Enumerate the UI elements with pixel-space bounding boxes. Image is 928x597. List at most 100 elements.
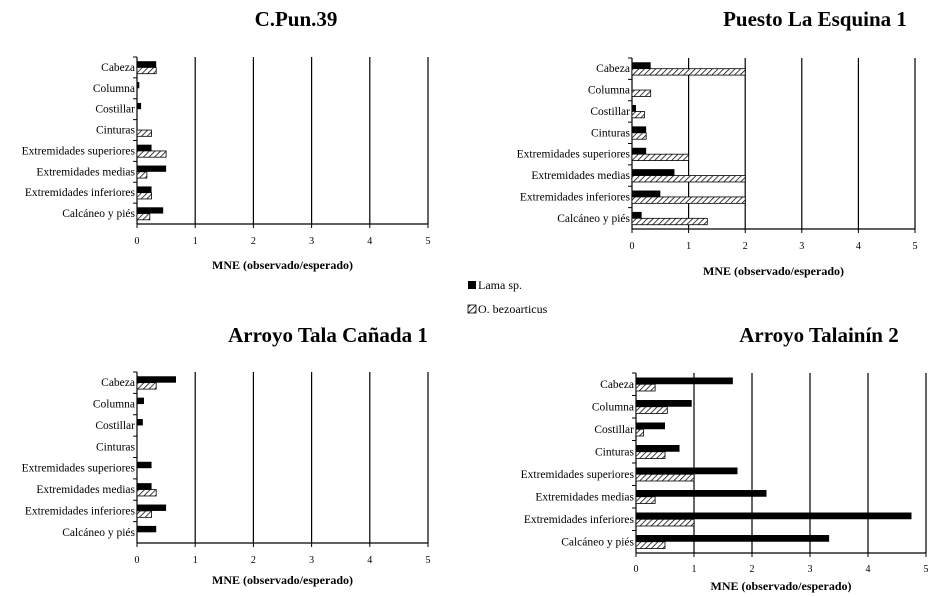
- bar-ozotoceros: [635, 541, 666, 549]
- x-tick-label: 3: [808, 564, 813, 575]
- chart-panel-4: Arroyo Talainín 2 0 1 2 3 4 5 Cabeza Columna Cost…: [521, 323, 928, 593]
- x-tick-label: 0: [630, 241, 635, 252]
- category-label: Cabeza: [101, 377, 135, 389]
- category-label: Cinturas: [595, 446, 634, 458]
- x-tick-label: 5: [924, 564, 928, 575]
- x-tick-label: 4: [367, 555, 372, 566]
- bar-ozotoceros: [136, 150, 167, 158]
- category-label: Cinturas: [591, 127, 630, 139]
- category-label: Extremidades superiores: [22, 145, 136, 157]
- category-label: Calcáneo y piés: [557, 213, 630, 225]
- x-tick-label: 1: [193, 555, 198, 566]
- x-tick-label: 3: [309, 555, 314, 566]
- bar-lama: [632, 62, 651, 69]
- bar-lama: [632, 147, 647, 155]
- bar-lama: [137, 186, 152, 193]
- bar-ozotoceros: [136, 510, 152, 518]
- category-label: Cabeza: [600, 379, 634, 391]
- x-tick-label: 5: [426, 555, 431, 566]
- x-tick-label: 0: [634, 564, 639, 575]
- category-label: Costillar: [590, 106, 630, 118]
- bar-ozotoceros: [631, 196, 746, 204]
- category-label: Extremidades inferiores: [524, 514, 635, 526]
- category-label: Costillar: [95, 420, 135, 432]
- bar-lama: [636, 445, 680, 452]
- bar-lama: [137, 165, 167, 172]
- bar-lama: [632, 126, 647, 133]
- x-tick-label: 3: [799, 241, 804, 252]
- legend-label-lama: Lama sp.: [478, 278, 522, 292]
- category-label: Cabeza: [101, 62, 135, 74]
- category-label: Columna: [93, 83, 135, 95]
- bar-lama: [636, 535, 830, 542]
- x-tick-label: 4: [856, 241, 861, 252]
- category-label: Extremidades superiores: [22, 463, 136, 475]
- bar-ozotoceros: [631, 68, 746, 76]
- bar-ozotoceros: [635, 518, 695, 527]
- category-label: Columna: [592, 401, 634, 413]
- bar-lama: [636, 377, 733, 385]
- bar-ozotoceros: [136, 382, 157, 390]
- category-label: Cabeza: [596, 63, 630, 75]
- legend-label-ozotoceros: O. bezoarticus: [478, 302, 548, 316]
- bar-lama: [137, 207, 164, 214]
- x-tick-label: 0: [135, 236, 140, 247]
- bar-lama: [137, 525, 157, 533]
- x-tick-label: 1: [692, 564, 697, 575]
- category-label: Calcáneo y piés: [62, 527, 135, 539]
- bar-ozotoceros: [136, 192, 152, 200]
- bar-lama: [137, 102, 142, 110]
- x-tick-label: 1: [193, 236, 198, 247]
- category-label: Extremidades medias: [36, 166, 135, 178]
- bar-lama: [137, 144, 152, 151]
- bar-ozotoceros: [635, 428, 644, 437]
- category-label: Cinturas: [96, 441, 135, 453]
- bar-lama: [636, 490, 767, 497]
- category-label: Costillar: [95, 104, 135, 116]
- bar-ozotoceros: [635, 451, 666, 459]
- bar-ozotoceros: [631, 89, 652, 97]
- category-label: Extremidades superiores: [521, 469, 635, 481]
- legend: Lama sp. O. bezoarticus: [467, 278, 548, 316]
- x-tick-label: 0: [135, 555, 140, 566]
- bar-ozotoceros: [136, 213, 151, 221]
- bar-lama: [137, 376, 176, 383]
- bar-lama: [137, 461, 152, 469]
- bar-ozotoceros: [631, 132, 647, 140]
- bar-ozotoceros: [136, 171, 148, 179]
- category-label: Extremidades inferiores: [25, 505, 136, 517]
- x-tick-label: 1: [686, 241, 691, 252]
- x-axis-label: MNE (observado/esperado): [711, 579, 852, 593]
- bar-ozotoceros: [136, 489, 157, 497]
- category-label: Extremidades medias: [36, 484, 135, 496]
- chart-title: Arroyo Tala Cañada 1: [228, 323, 428, 347]
- bar-lama: [632, 190, 661, 197]
- category-label: Extremidades inferiores: [520, 191, 631, 203]
- category-label: Cinturas: [96, 125, 135, 137]
- chart-panel-1: C.Pun.39 0 1 2 3 4 5 Cabeza Columna Costillar Cint…: [22, 7, 431, 272]
- bar-lama: [137, 61, 157, 68]
- bar-ozotoceros: [136, 129, 152, 137]
- chart-title: Puesto La Esquina 1: [723, 7, 907, 31]
- category-label: Extremidades medias: [531, 170, 630, 182]
- bar-ozotoceros: [635, 406, 668, 414]
- bar-lama: [636, 512, 912, 520]
- bar-ozotoceros: [631, 111, 645, 119]
- x-tick-label: 3: [309, 236, 314, 247]
- charts-group: C.Pun.39 0 1 2 3 4 5 Cabeza Columna Costillar Cint…: [22, 7, 928, 593]
- bar-ozotoceros: [635, 473, 695, 482]
- legend-swatch-ozotoceros: [467, 304, 477, 314]
- chart-panel-2: Puesto La Esquina 1 0 1 2 3 4 5 Cabeza Columna Co…: [517, 7, 918, 278]
- chart-title: C.Pun.39: [255, 7, 338, 31]
- category-label: Columna: [588, 85, 630, 97]
- bar-lama: [632, 105, 636, 112]
- x-tick-label: 2: [750, 564, 755, 575]
- bar-ozotoceros: [631, 175, 746, 183]
- x-axis-label: MNE (observado/esperado): [703, 264, 844, 278]
- bar-lama: [636, 467, 738, 475]
- category-label: Costillar: [594, 424, 634, 436]
- bar-lama: [137, 483, 152, 490]
- x-axis-label: MNE (observado/esperado): [212, 573, 353, 587]
- category-label: Extremidades medias: [535, 491, 634, 503]
- chart-panel-3: Arroyo Tala Cañada 1 0 1 2 3 4 5 Cabeza Columna C…: [22, 323, 431, 587]
